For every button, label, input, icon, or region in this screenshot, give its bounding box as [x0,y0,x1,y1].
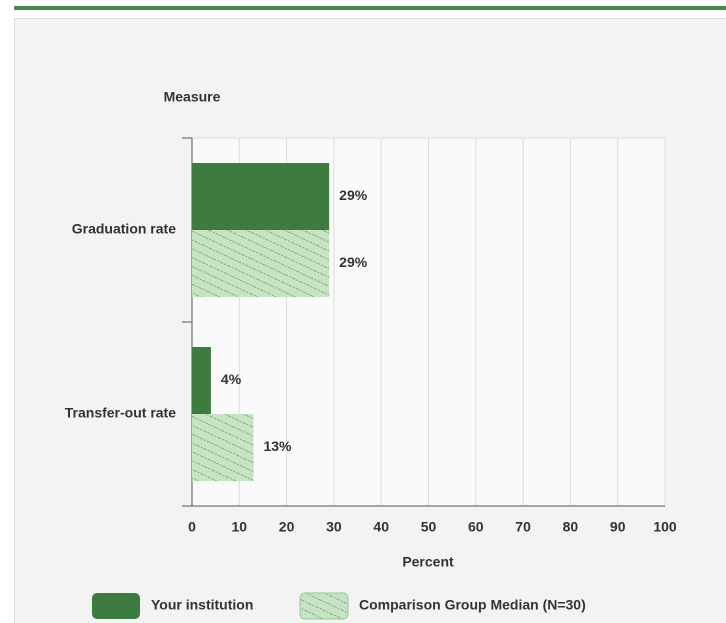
top-rule [14,6,726,10]
value-label: 29% [339,187,368,203]
value-label: 29% [339,254,368,270]
legend-label: Comparison Group Median (N=30) [359,597,586,613]
value-label: 13% [263,438,292,454]
x-tick-label: 80 [563,519,579,535]
bar [192,414,254,481]
x-tick-label: 90 [610,519,626,535]
legend-swatch [92,593,140,619]
y-tick-label: Transfer-out rate [65,405,176,421]
x-tick-label: 70 [515,519,531,535]
y-axis-title: Measure [164,89,221,105]
bar [192,230,330,297]
x-tick-label: 60 [468,519,484,535]
value-label: 4% [221,371,242,387]
x-tick-label: 30 [326,519,342,535]
legend-swatch [299,592,349,620]
legend-label: Your institution [151,597,253,613]
x-tick-label: 10 [232,519,248,535]
bar [192,347,211,414]
bar [192,163,330,230]
x-tick-label: 50 [421,519,437,535]
x-axis-title: Percent [402,554,454,570]
x-tick-label: 100 [653,519,677,535]
x-tick-label: 0 [188,519,196,535]
x-tick-label: 40 [373,519,389,535]
x-tick-label: 20 [279,519,295,535]
y-tick-label: Graduation rate [72,221,176,237]
